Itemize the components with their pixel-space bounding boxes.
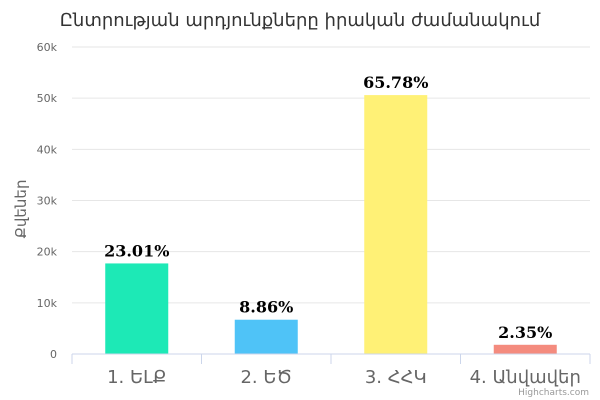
y-axis-label: Քվեներ — [12, 180, 30, 239]
y-tick-label: 60k — [37, 41, 58, 54]
data-label: 2.35% — [498, 323, 552, 342]
y-tick-label: 0 — [50, 348, 57, 361]
y-tick-label: 20k — [37, 246, 58, 259]
bar[interactable] — [234, 319, 298, 354]
x-tick-label: 3. ՀՀԿ — [365, 367, 427, 388]
y-tick-label: 30k — [37, 195, 58, 208]
y-tick-label: 40k — [37, 143, 58, 156]
data-label: 8.86% — [239, 298, 293, 317]
data-labels: 23.01% 8.86% 65.78% 2.35% — [104, 73, 552, 342]
x-tick-label: 1. ԵԼՔ — [107, 367, 166, 388]
bars — [105, 95, 557, 354]
y-axis-ticks: 0 10k 20k 30k 40k 50k 60k — [37, 41, 58, 361]
x-tick-label: 4. Անվավեր — [470, 367, 581, 388]
y-gridlines — [72, 46, 590, 304]
x-tick-label: 2. ԵԾ — [240, 367, 292, 388]
bar[interactable] — [105, 263, 169, 354]
credits[interactable]: Highcharts.com — [518, 388, 589, 398]
bar[interactable] — [493, 344, 557, 354]
y-tick-label: 10k — [37, 297, 58, 310]
bar[interactable] — [364, 95, 428, 354]
x-axis-ticks: 1. ԵԼՔ 2. ԵԾ 3. ՀՀԿ 4. Անվավեր — [71, 354, 591, 388]
y-tick-label: 50k — [37, 92, 58, 105]
data-label: 23.01% — [104, 241, 169, 260]
chart-title: Ընտրության արդյունքները իրական ժամանակու… — [60, 10, 541, 31]
data-label: 65.78% — [363, 73, 428, 92]
